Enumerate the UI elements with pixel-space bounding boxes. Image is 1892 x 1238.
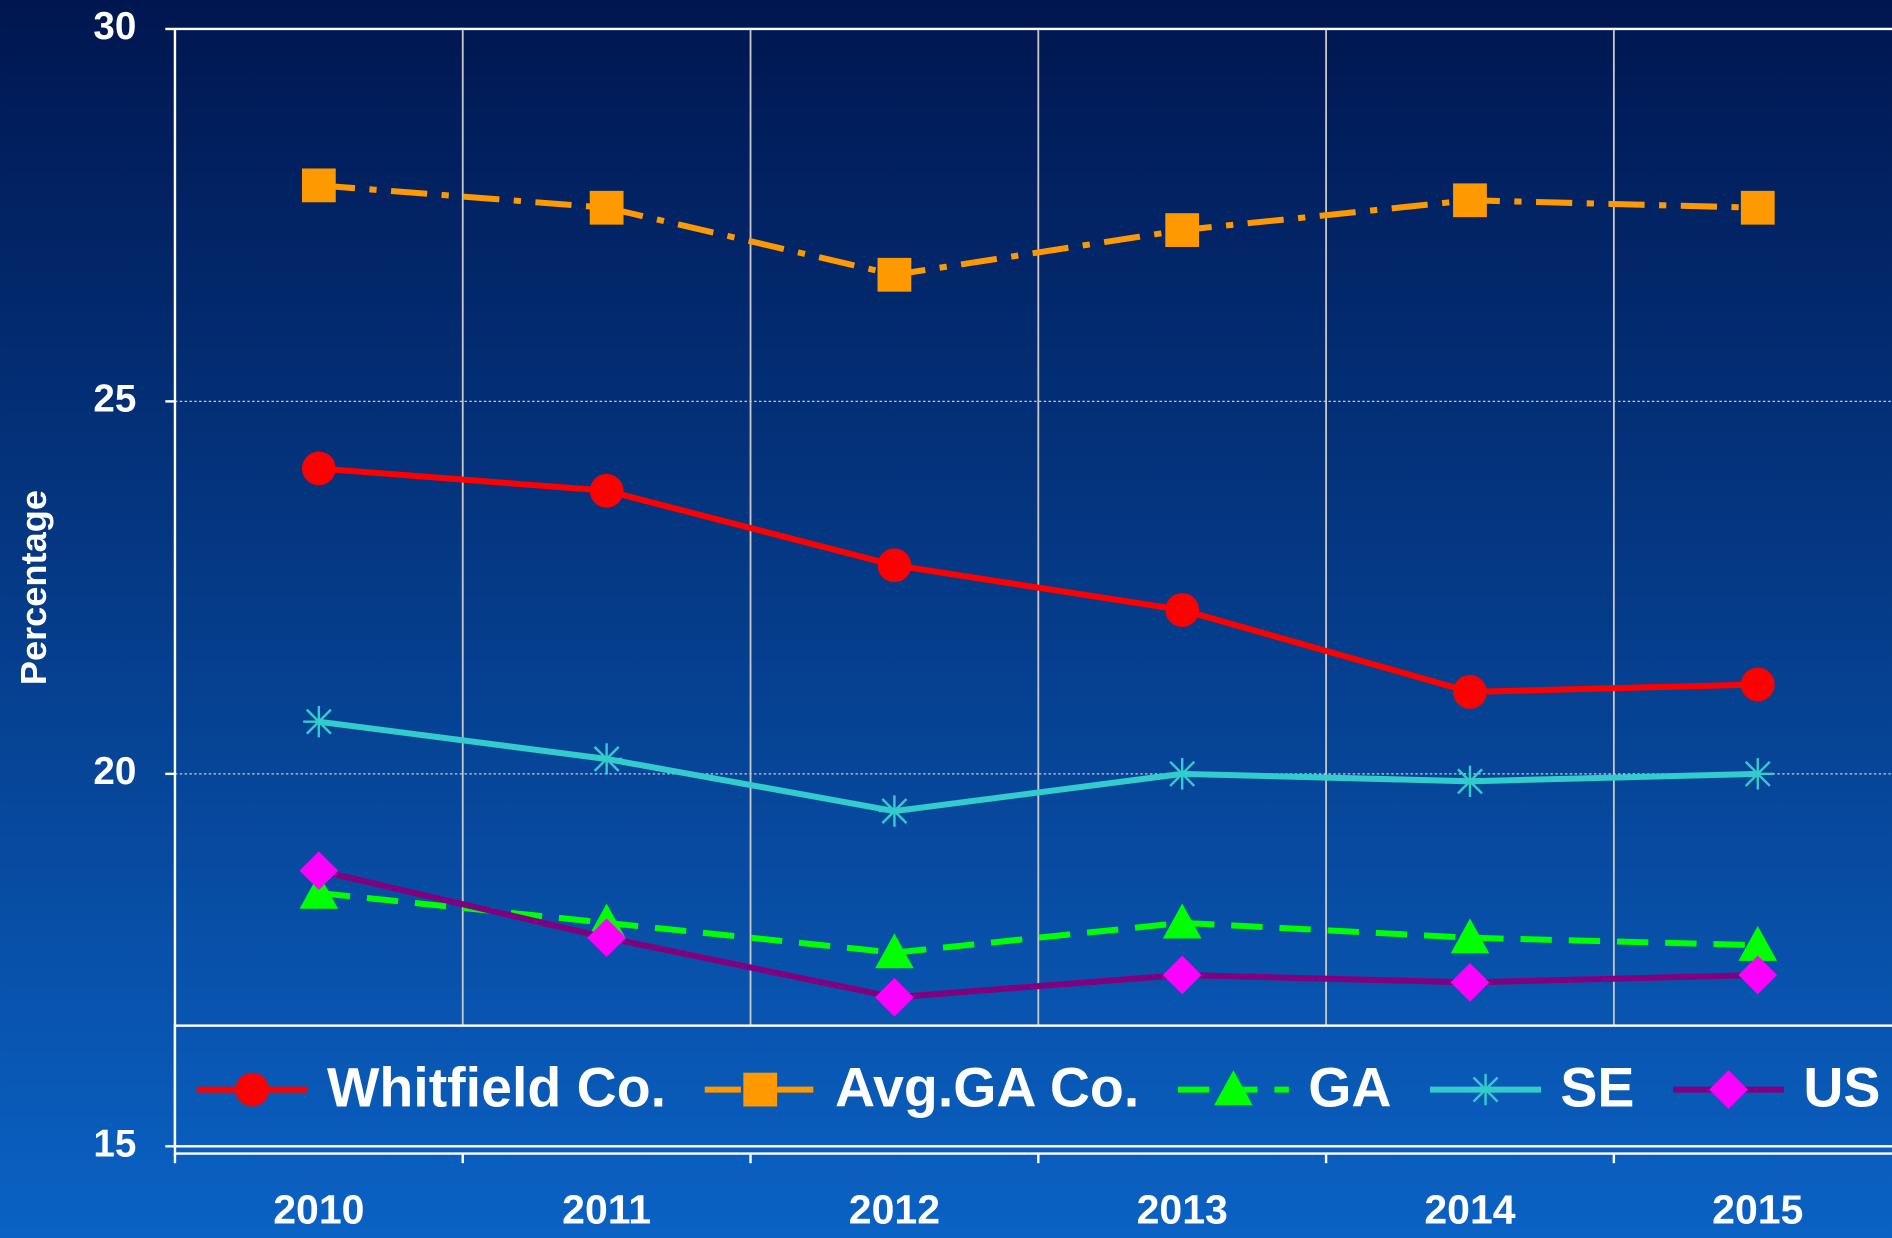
legend-label: Avg.GA Co.	[835, 1057, 1139, 1119]
marker	[875, 978, 914, 1017]
x-tick-label: 2010	[273, 1186, 364, 1232]
marker	[1450, 918, 1490, 954]
marker	[1453, 675, 1487, 709]
series-line	[318, 465, 1758, 695]
marker	[590, 743, 623, 775]
marker	[303, 706, 335, 738]
marker	[877, 257, 912, 292]
x-tick-label: 2012	[849, 1186, 940, 1232]
y-tick-label: 20	[93, 750, 136, 793]
marker	[1740, 190, 1775, 225]
marker	[301, 168, 336, 203]
marker	[1738, 925, 1778, 961]
legend-box	[173, 1024, 1892, 1148]
marker	[1453, 183, 1487, 218]
series-line	[318, 718, 1758, 815]
marker	[301, 451, 336, 486]
legend: Whitfield Co. Avg.GA Co. GA SE US	[173, 1024, 1892, 1148]
y-tick-label: 30	[93, 5, 136, 48]
legend-label: SE	[1560, 1057, 1634, 1119]
x-tick-label: 2011	[562, 1186, 651, 1232]
marker	[1162, 955, 1202, 995]
legend-label: GA	[1308, 1057, 1391, 1119]
marker	[1469, 1073, 1502, 1106]
marker	[299, 873, 339, 909]
marker	[743, 1072, 778, 1107]
marker	[878, 795, 911, 827]
marker	[589, 190, 624, 225]
y-tick-label: 25	[93, 378, 136, 421]
marker	[235, 1072, 270, 1107]
marker	[1454, 765, 1486, 797]
marker	[299, 851, 339, 890]
y-axis-label: Percentage	[13, 490, 54, 685]
marker	[1742, 758, 1774, 790]
x-tick-label: 2015	[1712, 1186, 1803, 1232]
marker	[1740, 667, 1775, 702]
marker	[1738, 955, 1778, 995]
legend-label: US	[1803, 1057, 1880, 1119]
series-line	[318, 182, 1758, 278]
marker	[1709, 1070, 1748, 1109]
marker	[877, 548, 912, 583]
x-tick-label: 2014	[1424, 1186, 1515, 1232]
marker	[1165, 213, 1200, 247]
marker	[1166, 758, 1198, 790]
marker	[1165, 593, 1200, 627]
marker	[589, 473, 624, 508]
y-tick-label: 15	[93, 1122, 136, 1165]
x-tick-label: 2013	[1137, 1186, 1228, 1232]
marker	[1214, 1070, 1253, 1106]
legend-label: Whitfield Co.	[327, 1057, 666, 1119]
series-line	[318, 867, 1758, 1001]
marker	[875, 933, 914, 969]
marker	[1162, 903, 1202, 939]
